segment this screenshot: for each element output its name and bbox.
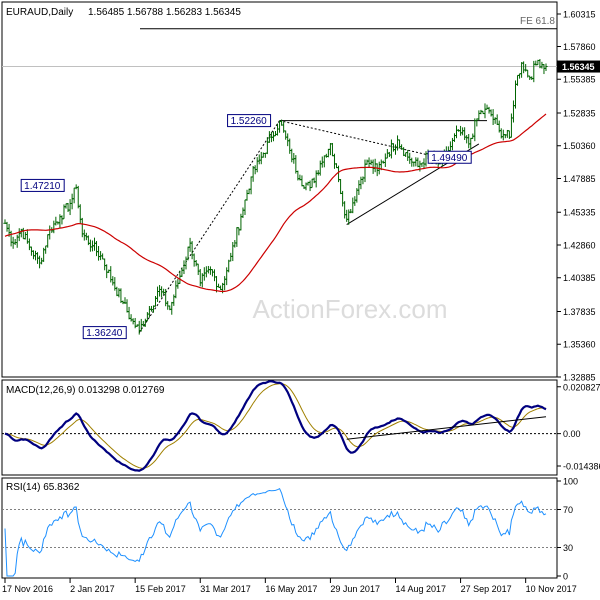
rsi-axis-label: 70 [563, 505, 573, 515]
date-axis-label: 16 May 2017 [265, 584, 317, 594]
rsi-axis-label: 0 [563, 572, 568, 582]
price-label-box [227, 114, 272, 128]
date-axis-label: 15 Feb 2017 [135, 584, 186, 594]
date-axis-label: 17 Nov 2016 [2, 584, 53, 594]
price-axis-label: 1.35360 [563, 340, 596, 350]
price-label-text: 1.49490 [431, 153, 468, 164]
ohlc-values: 1.56485 1.56788 1.56283 1.56345 [88, 7, 241, 18]
last-price-box [557, 60, 600, 73]
macd-lines [2, 380, 557, 472]
macd-main-line [4, 380, 547, 472]
price-label-box [427, 150, 472, 164]
rsi-lines [2, 488, 557, 577]
price-axis-label: 1.57860 [563, 42, 596, 52]
date-axis-label: 31 Mar 2017 [200, 584, 251, 594]
price-axis-label: 1.40385 [563, 273, 596, 283]
price-axis-label: 1.37835 [563, 307, 596, 317]
macd-trendline [346, 416, 547, 440]
date-axis-label: 27 Sep 2017 [461, 584, 512, 594]
rsi-title: RSI(14) 65.8362 [6, 482, 80, 493]
dotted-trendline [279, 120, 439, 158]
ohlc-bar [544, 63, 548, 71]
fe-level: FE 61.8 [140, 16, 557, 30]
macd-signal-line [4, 383, 547, 469]
rsi-line [4, 488, 547, 577]
date-axis-label: 2 Jan 2017 [70, 584, 115, 594]
rsi-panel: RSI(14) 65.8362 [1, 477, 558, 579]
price-label-box [82, 326, 127, 340]
rsi-axis: 100 70 30 0 [557, 477, 578, 582]
date-axis: 17 Nov 2016 2 Jan 2017 15 Feb 2017 31 Mar 2… [2, 578, 577, 594]
price-axis-label: 1.55385 [563, 75, 596, 85]
rsi-axis-label: 100 [563, 477, 578, 487]
date-axis-label: 14 Aug 2017 [395, 584, 446, 594]
price-label-box [20, 178, 65, 192]
price-panel: ActionForex.com FE 61.8 1.472101.522601.… [1, 1, 558, 378]
macd-axis-label: 0.00 [563, 429, 581, 439]
price-axis-label: 1.50360 [563, 141, 596, 151]
date-axis-label: 29 Jun 2017 [330, 584, 380, 594]
price-label-text: 1.47210 [24, 181, 61, 192]
price-label-text: 1.52260 [231, 116, 268, 127]
price-axis-label: 1.52835 [563, 108, 596, 118]
price-axis-label: 1.45335 [563, 208, 596, 218]
price-axis-label: 1.60315 [563, 10, 596, 20]
macd-panel: MACD(12,26,9) 0.013298 0.012769 [1, 379, 558, 476]
fe-label: FE 61.8 [520, 16, 555, 27]
price-title: EURAUD,Daily [6, 7, 73, 18]
rsi-axis-label: 30 [563, 543, 573, 553]
price-axis: 1.60315 1.57860 1.55385 1.52835 1.50360 1.478… [557, 10, 600, 383]
date-axis-label: 10 Nov 2017 [526, 584, 577, 594]
price-label-text: 1.36240 [86, 328, 123, 339]
macd-axis-label: -0.014386 [563, 461, 600, 471]
price-axis-label: 1.47885 [563, 174, 596, 184]
macd-title: MACD(12,26,9) 0.013298 0.012769 [6, 385, 165, 396]
price-axis-label: 1.32885 [563, 373, 596, 383]
last-price-label: 1.56345 [562, 62, 595, 72]
price-bars [3, 59, 548, 335]
watermark: ActionForex.com [252, 294, 447, 324]
price-axis-label: 1.42860 [563, 240, 596, 250]
macd-axis: 0.020827 0.00 -0.014386 [557, 382, 600, 471]
macd-axis-label: 0.020827 [563, 382, 600, 392]
price-labels: 1.47210 1.52260 1.36240 1.49490 [20, 114, 472, 340]
